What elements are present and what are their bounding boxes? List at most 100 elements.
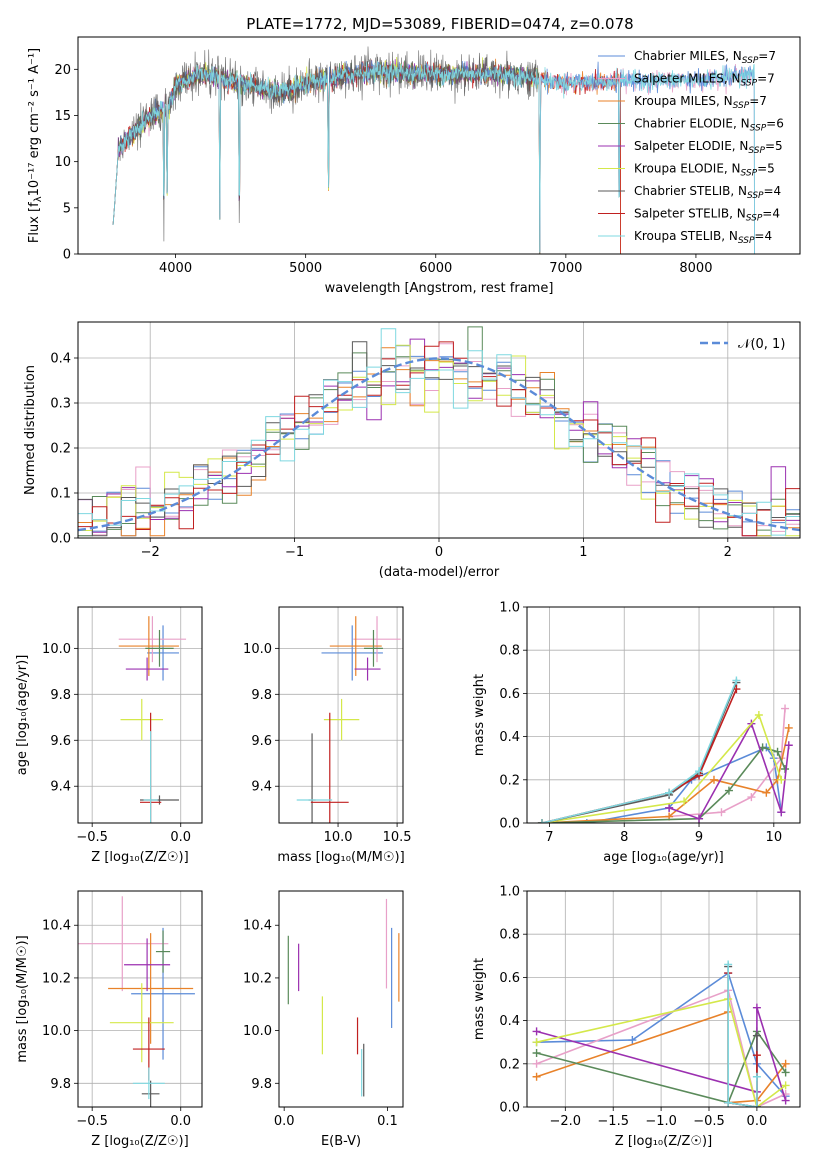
plot-area-weight_vs_age xyxy=(537,676,793,823)
y-tick-label: 0.8 xyxy=(499,644,520,659)
legend-label: 𝒩(0, 1) xyxy=(738,337,785,352)
panel-residuals: −2 −1 0 1 2 0.0 0.1 0.2 0.3 0.4 (data-model)/error… xyxy=(23,321,801,580)
errorbar-point xyxy=(141,1080,160,1107)
errorbar-point xyxy=(364,629,383,667)
x-axis-label: Z [log₁₀(Z/Z☉)] xyxy=(91,1134,188,1149)
y-tick-label: 9.8 xyxy=(251,688,272,703)
legend-label: Kroupa MILES, NSSP=7 xyxy=(634,94,767,111)
x-tick-label: 7 xyxy=(545,830,553,845)
weight-marker xyxy=(752,1103,761,1107)
histogram-series xyxy=(78,326,800,537)
weight-marker xyxy=(781,1059,790,1068)
axes-frame xyxy=(77,606,203,824)
weight-marker xyxy=(777,775,786,784)
plot-area-weight_vs_Z xyxy=(532,960,790,1107)
plot-area-mass_vs_Z xyxy=(78,896,195,1107)
x-tick-label: 8000 xyxy=(679,261,712,276)
weight-marker xyxy=(709,775,718,784)
y-axis-label: age [log₁₀(age/yr)] xyxy=(15,655,30,776)
y-tick-label: 0.0 xyxy=(50,532,71,547)
axes-frame xyxy=(278,890,404,1108)
weight-marker xyxy=(724,1098,733,1107)
x-tick-label: 6000 xyxy=(419,261,452,276)
weight-marker xyxy=(717,808,726,817)
errorbar-point xyxy=(78,896,169,992)
x-axis-label: wavelength [Angstrom, rest frame] xyxy=(325,281,554,296)
x-axis-label: age [log₁₀(age/yr)] xyxy=(603,850,724,865)
x-axis-label: Z [log₁₀(Z/Z☉)] xyxy=(615,1134,712,1149)
errorbar-point xyxy=(124,938,171,992)
panel-weight_vs_Z: −2.0 −1.5 −1.0 −0.5 0.0 0.0 0.2 0.4 0.6 0.8 1.0 Z [… xyxy=(472,885,801,1149)
axes-frame xyxy=(278,606,404,824)
weight-marker xyxy=(724,960,733,969)
errorbar-point xyxy=(120,698,164,741)
y-tick-label: 1.0 xyxy=(499,601,520,616)
y-tick-label: 15 xyxy=(54,109,71,124)
x-axis-label: E(B-V) xyxy=(321,1134,361,1149)
weight-marker xyxy=(752,1051,761,1060)
weight-marker xyxy=(784,723,793,732)
weight-marker xyxy=(732,676,741,685)
errorbar-point xyxy=(310,712,349,823)
x-tick-label: 8 xyxy=(620,830,628,845)
y-tick-label: 9.6 xyxy=(251,734,272,749)
axes-frame xyxy=(77,36,801,255)
y-axis-label: mass [log₁₀(M/M☉)] xyxy=(15,935,30,1062)
y-axis-label: Normed distribution xyxy=(23,365,38,495)
x-axis-label: (data-model)/error xyxy=(379,565,500,580)
weight-marker xyxy=(680,797,689,806)
spectrum-line xyxy=(112,61,755,254)
y-tick-label: 10.0 xyxy=(243,1024,272,1039)
weight-marker xyxy=(781,1081,790,1090)
weight-series xyxy=(724,960,761,1107)
legend-label: Kroupa ELODIE, NSSP=5 xyxy=(634,162,775,179)
y-tick-label: 10.4 xyxy=(42,919,71,934)
y-tick-label: 0.8 xyxy=(499,928,520,943)
panel-weight_vs_age: 7 8 9 10 0.0 0.2 0.4 0.6 0.8 1.0 age [log₁₀(age/yr… xyxy=(472,601,801,865)
x-tick-label: 0.0 xyxy=(747,1114,768,1129)
y-tick-label: 9.6 xyxy=(50,734,71,749)
x-tick-label: 4000 xyxy=(159,261,192,276)
weight-line xyxy=(727,964,758,1107)
histogram-series xyxy=(78,341,800,537)
y-tick-label: 0.2 xyxy=(499,1057,520,1072)
legend-label: Chabrier ELODIE, NSSP=6 xyxy=(634,117,784,134)
x-tick-label: −1.0 xyxy=(645,1114,677,1129)
x-tick-label: 0.0 xyxy=(274,1114,295,1129)
x-tick-label: −0.5 xyxy=(76,830,108,845)
weight-marker xyxy=(665,803,674,812)
x-tick-label: 1 xyxy=(579,545,587,560)
weight-marker xyxy=(532,1072,541,1081)
errorbar-point xyxy=(353,616,401,663)
y-tick-label: 0.0 xyxy=(499,817,520,832)
weight-marker xyxy=(665,788,674,797)
weight-marker xyxy=(695,767,704,776)
y-tick-label: 9.8 xyxy=(50,1077,71,1092)
y-axis-label: Flux [fλ10⁻¹⁷ erg cm⁻² s⁻¹ A⁻¹] xyxy=(27,48,44,243)
histogram-series xyxy=(78,344,800,537)
weight-line xyxy=(541,727,790,823)
x-tick-label: 0.1 xyxy=(377,1114,398,1129)
x-tick-label: −2.0 xyxy=(550,1114,582,1129)
spectrum-legend: Chabrier MILES, NSSP=7 Salpeter MILES, NS… xyxy=(598,49,784,246)
figure-title: PLATE=1772, MJD=53089, FIBERID=0474, z=0… xyxy=(246,15,633,33)
x-tick-label: −0.5 xyxy=(76,1114,108,1129)
x-tick-label: 0 xyxy=(435,545,443,560)
weight-marker xyxy=(781,1068,790,1077)
y-tick-label: 20 xyxy=(54,63,71,78)
plot-area-residuals xyxy=(78,326,800,537)
weight-line xyxy=(536,998,787,1107)
legend-label: Chabrier STELIB, NSSP=4 xyxy=(634,184,781,201)
y-tick-label: 0.2 xyxy=(499,773,520,788)
x-tick-label: −1 xyxy=(285,545,304,560)
x-tick-label: −0.5 xyxy=(693,1114,725,1129)
weight-line xyxy=(541,680,738,823)
weight-line xyxy=(541,746,786,823)
panel-mass_vs_Z: −0.5 0.0 9.8 10.0 10.2 10.4 Z [log₁₀(Z/Z☉)] mas… xyxy=(15,890,203,1149)
y-tick-label: 9.4 xyxy=(50,780,71,795)
weight-marker xyxy=(628,1036,637,1045)
y-tick-label: 10.2 xyxy=(42,971,71,986)
weight-marker xyxy=(752,1072,761,1081)
weight-marker xyxy=(532,1027,541,1036)
